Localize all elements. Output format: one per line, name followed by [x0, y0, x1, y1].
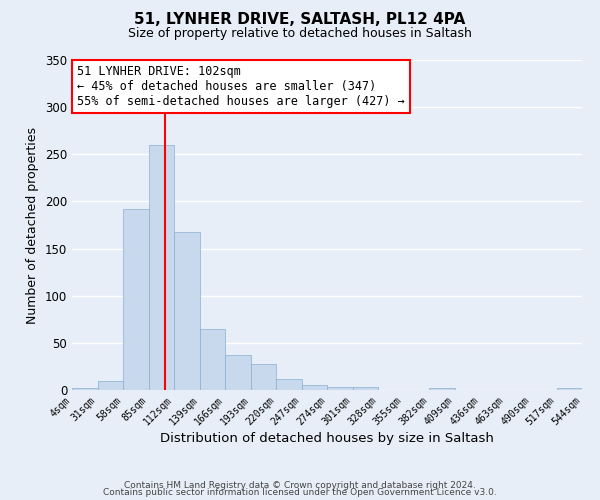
X-axis label: Distribution of detached houses by size in Saltash: Distribution of detached houses by size …	[160, 432, 494, 446]
Text: 51, LYNHER DRIVE, SALTASH, PL12 4PA: 51, LYNHER DRIVE, SALTASH, PL12 4PA	[134, 12, 466, 28]
Bar	[353, 387, 378, 390]
Y-axis label: Number of detached properties: Number of detached properties	[26, 126, 40, 324]
Bar	[429, 388, 455, 390]
Text: Contains HM Land Registry data © Crown copyright and database right 2024.: Contains HM Land Registry data © Crown c…	[124, 480, 476, 490]
Bar	[225, 355, 251, 390]
Bar	[72, 388, 97, 390]
Text: 51 LYNHER DRIVE: 102sqm
← 45% of detached houses are smaller (347)
55% of semi-d: 51 LYNHER DRIVE: 102sqm ← 45% of detache…	[77, 65, 405, 108]
Bar	[302, 386, 327, 390]
Bar	[123, 209, 149, 390]
Bar	[149, 145, 174, 390]
Bar	[200, 328, 225, 390]
Bar	[174, 232, 199, 390]
Bar	[98, 380, 123, 390]
Bar	[327, 387, 353, 390]
Text: Size of property relative to detached houses in Saltash: Size of property relative to detached ho…	[128, 28, 472, 40]
Bar	[276, 378, 302, 390]
Text: Contains public sector information licensed under the Open Government Licence v3: Contains public sector information licen…	[103, 488, 497, 497]
Bar	[251, 364, 276, 390]
Bar	[557, 388, 582, 390]
